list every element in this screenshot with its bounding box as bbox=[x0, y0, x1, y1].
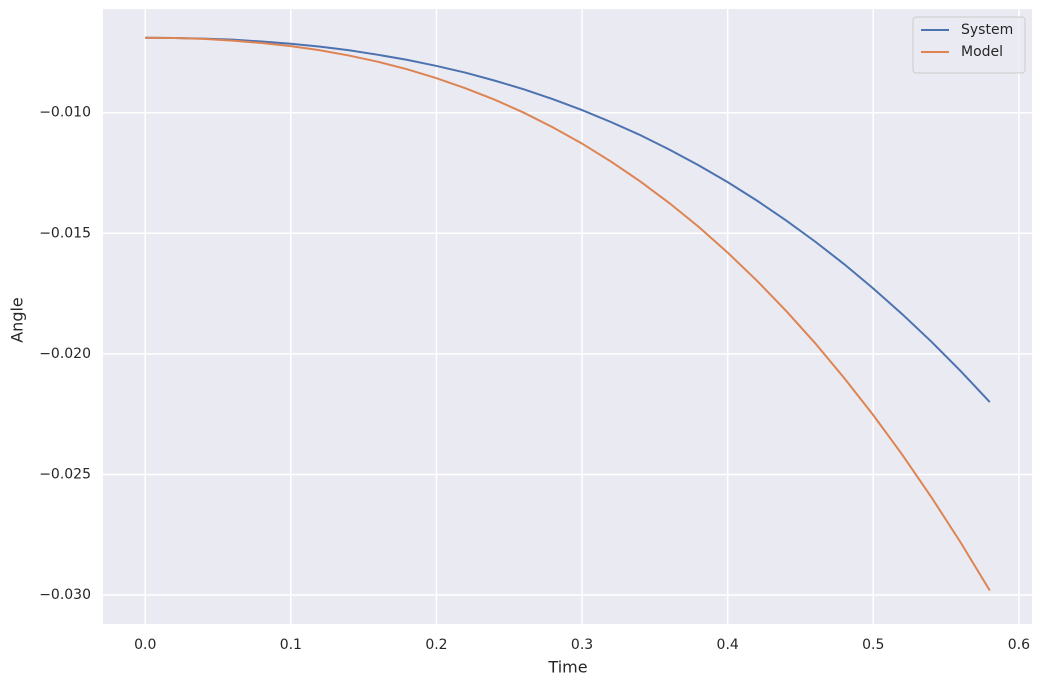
y-axis-label: Angle bbox=[8, 297, 27, 343]
y-tick-label: −0.030 bbox=[39, 587, 91, 603]
x-tick-label: 0.4 bbox=[717, 637, 739, 653]
x-tick-label: 0.6 bbox=[1008, 637, 1030, 653]
x-tick-label: 0.0 bbox=[134, 637, 156, 653]
y-tick-label: −0.025 bbox=[39, 466, 91, 482]
legend-label: System bbox=[961, 22, 1013, 38]
y-tick-label: −0.015 bbox=[39, 225, 91, 241]
y-tick-label: −0.020 bbox=[39, 346, 91, 362]
series-line bbox=[145, 36, 991, 591]
legend-label: Model bbox=[961, 44, 1003, 60]
x-tick-label: 0.3 bbox=[571, 637, 593, 653]
series-line bbox=[145, 36, 991, 403]
y-tick-label: −0.010 bbox=[39, 105, 91, 121]
plot-area bbox=[103, 9, 1032, 624]
x-tick-label: 0.1 bbox=[280, 637, 302, 653]
x-axis-label: Time bbox=[547, 658, 587, 677]
x-tick-label: 0.5 bbox=[862, 637, 884, 653]
x-tick-label: 0.2 bbox=[425, 637, 447, 653]
